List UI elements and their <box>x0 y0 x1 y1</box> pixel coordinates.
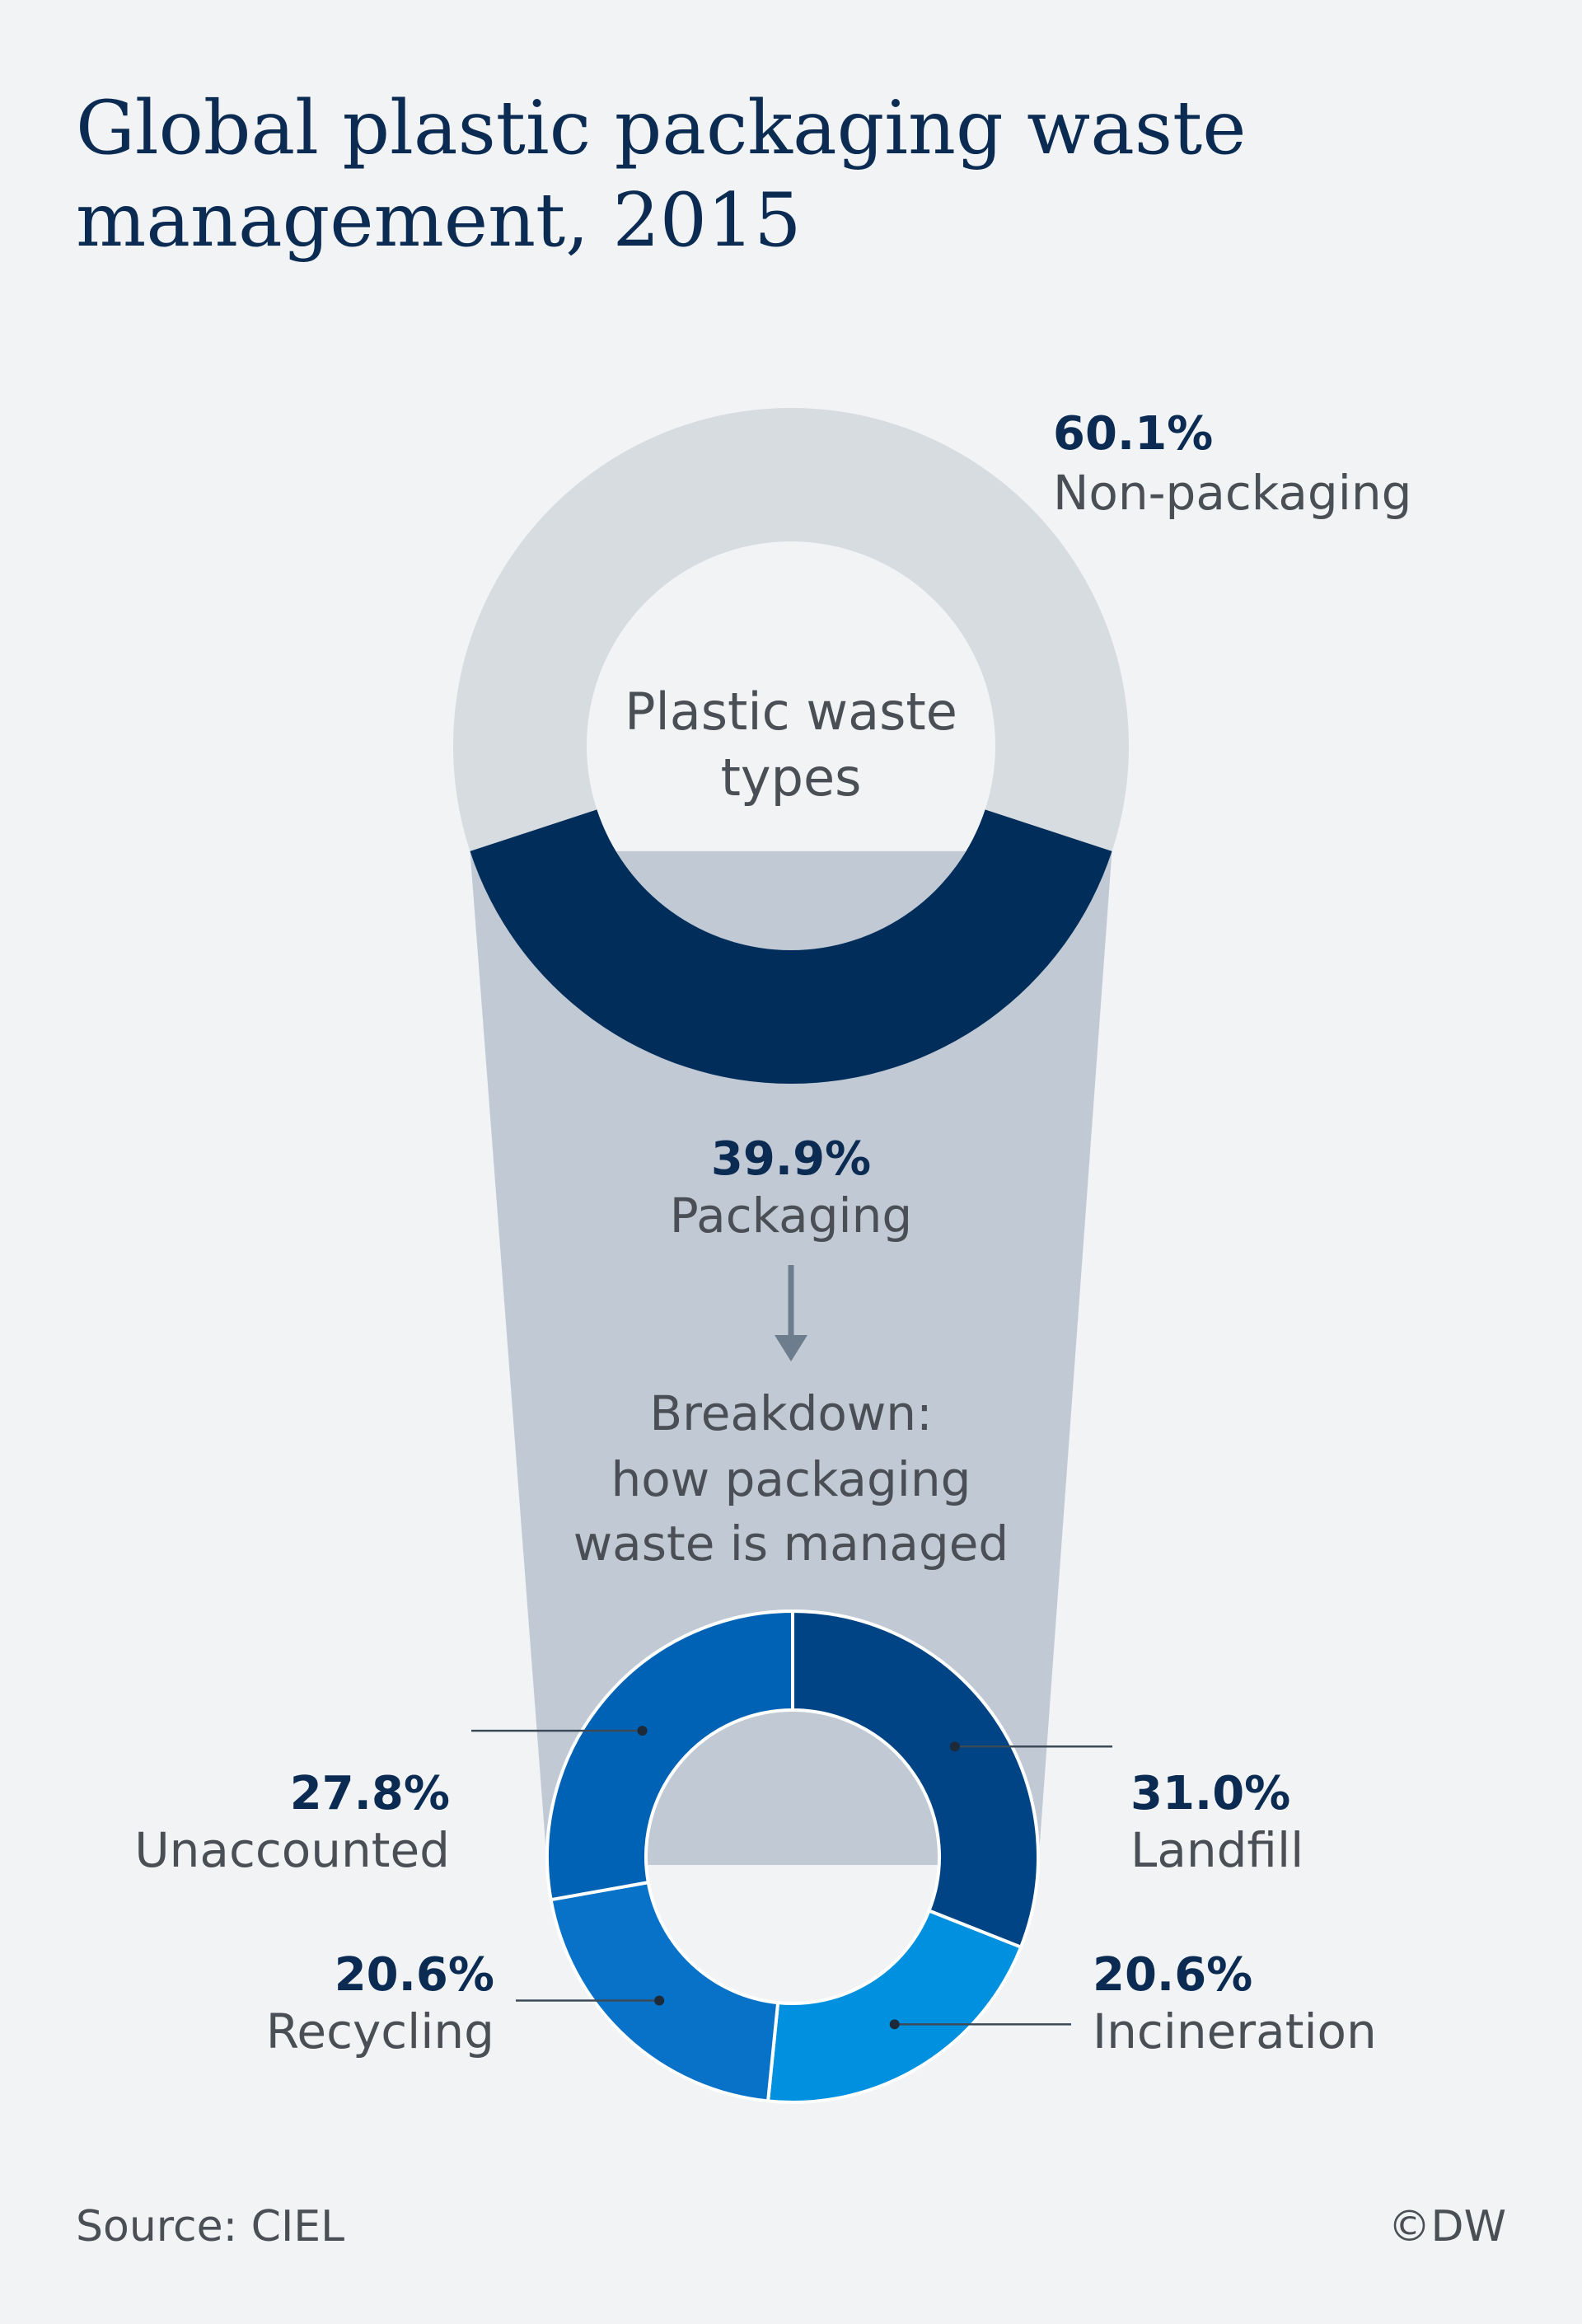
donut-slice-unaccounted <box>545 1609 794 1902</box>
category-label-landfill: Landfill <box>1130 1822 1304 1878</box>
donut-slice-non-packaging <box>453 408 1129 851</box>
donut-center-label-line1: Plastic waste <box>625 682 957 742</box>
leader-dot-incineration <box>889 2019 900 2030</box>
category-label-non-packaging: Non-packaging <box>1053 465 1411 521</box>
credit: ©DW <box>1388 2202 1506 2251</box>
leader-dot-landfill <box>949 1741 960 1752</box>
breakdown-line3: waste is managed <box>573 1516 1009 1572</box>
donut-slice-incineration <box>765 1908 1023 2105</box>
leader-dot-unaccounted <box>637 1726 648 1736</box>
category-label-unaccounted: Unaccounted <box>134 1822 450 1878</box>
donut-center-label-line2: types <box>721 747 862 808</box>
bottom-donut <box>545 1609 1040 2105</box>
category-label-recycling: Recycling <box>266 2003 494 2059</box>
breakdown-line1: Breakdown: <box>649 1385 932 1441</box>
top-donut <box>453 408 1129 1084</box>
leader-lines <box>471 1726 1112 2030</box>
value-label-unaccounted: 27.8% <box>290 1767 450 1820</box>
source-note: Source: CIEL <box>76 2202 345 2251</box>
value-label-non-packaging: 60.1% <box>1053 407 1213 461</box>
value-label-landfill: 31.0% <box>1130 1767 1290 1820</box>
category-label-packaging: Packaging <box>670 1188 912 1244</box>
value-label-packaging: 39.9% <box>711 1132 871 1186</box>
value-label-recycling: 20.6% <box>335 1948 494 2002</box>
arrow-down-icon <box>775 1265 807 1361</box>
value-label-incineration: 20.6% <box>1093 1948 1252 2002</box>
breakdown-line2: how packaging <box>611 1451 971 1507</box>
leader-dot-recycling <box>654 1995 665 2006</box>
chart-title: Global plastic packaging waste managemen… <box>76 85 1247 264</box>
donut-slice-packaging <box>470 809 1112 1084</box>
category-label-incineration: Incineration <box>1093 2003 1377 2059</box>
donut-slice-landfill <box>791 1609 1040 1950</box>
donut-slice-recycling <box>549 1880 780 2103</box>
